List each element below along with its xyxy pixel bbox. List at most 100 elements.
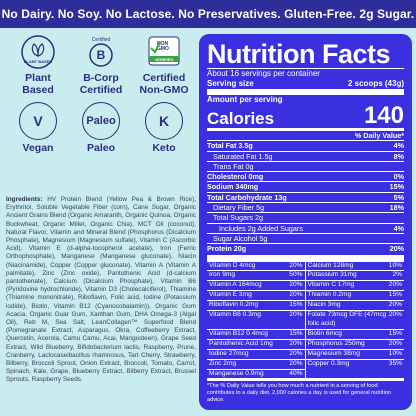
nutrient-dv: 0% xyxy=(393,172,404,182)
vitamin-dv: 20% xyxy=(388,339,402,347)
vitamin-label: Folate 73mcg DFE (47mcg folic acid) xyxy=(307,311,387,327)
vitamin-cell: Folate 73mcg DFE (47mcg folic acid) 20% xyxy=(305,310,404,329)
vitamin-cell: Vitamin E 3mg 20% xyxy=(207,290,306,301)
nutrient-label: Total Carbohydrate 13g xyxy=(207,192,287,202)
vitamin-cell: Copper 0.3mg 35% xyxy=(305,358,404,369)
badge-label: Paleo xyxy=(86,142,115,154)
vitamin-dv: 20% xyxy=(388,311,402,319)
vitamin-cell: Iodine 27mcg 20% xyxy=(207,348,306,359)
nutrient-dv: 4% xyxy=(393,223,404,233)
nutrient-rows: Total Fat 3.5g 4% Saturated Fat 1.5g 8% Tran… xyxy=(207,140,404,253)
plant-based-badge: PLANT BASED Plant Based xyxy=(8,34,68,96)
vitamin-label: Potassium 31mg xyxy=(307,271,357,279)
vitamin-dv: 35% xyxy=(388,359,402,367)
ingredients-text: Ingredients: HV Protein Blend (Yellow Pe… xyxy=(6,196,196,385)
nutrient-label: Cholesterol 0mg xyxy=(207,172,264,182)
vitamin-cell: Vitamin B6 0.3mg 20% xyxy=(207,310,306,329)
vitamin-cell: Thiamin 0.2mg 15% xyxy=(305,290,404,300)
vitamin-dv: 20% xyxy=(289,281,303,289)
ingredients-list: HV Protein Blend (Yellow Pea & Brown Ric… xyxy=(6,196,197,384)
svg-text:PLANT BASED: PLANT BASED xyxy=(24,59,53,64)
vitamin-dv: 20% xyxy=(289,311,303,319)
vitamin-label: Vitamin B6 0.3mg xyxy=(209,311,261,319)
calories-value: 140 xyxy=(363,102,404,129)
nutrient-row: Cholesterol 0mg 0% xyxy=(207,171,404,181)
vitamin-dv: 15% xyxy=(289,329,303,337)
nutrient-label: Includes 2g Added Sugars xyxy=(219,223,303,233)
ingredients-heading: Ingredients: xyxy=(6,196,43,203)
vegan-badge: V Vegan xyxy=(8,102,68,154)
vitamin-cell: Magnesium 38mg 10% xyxy=(305,348,404,359)
vitamin-label: Riboflavin 0.2mg xyxy=(209,301,259,309)
vitamin-dv: 20% xyxy=(388,301,402,309)
vitamin-label: Zinc 2mg xyxy=(209,359,237,367)
nutrient-label: Saturated Fat 1.5g xyxy=(213,151,273,161)
amount-per-serving: Amount per serving xyxy=(207,94,283,104)
vitamin-label: Magnesium 38mg xyxy=(307,349,360,357)
vitamin-dv: 20% xyxy=(289,291,303,299)
vitamin-cell: Iron 9mg 50% xyxy=(207,270,306,281)
nutrient-dv: 5% xyxy=(393,192,404,202)
vitamin-cell: Riboflavin 0.2mg 15% xyxy=(207,300,306,311)
vitamin-dv: 20% xyxy=(289,349,303,357)
nutrient-row: Trans Fat 0g xyxy=(207,160,404,171)
nutrition-facts-panel: Nutrition Facts About 16 servings per co… xyxy=(199,34,412,410)
badge-row-bottom: V Vegan Paleo Paleo K Keto xyxy=(8,102,194,154)
nutrient-row: Includes 2g Added Sugars 4% xyxy=(207,222,404,233)
svg-text:Certified: Certified xyxy=(92,37,111,43)
vitamin-dv: 15% xyxy=(289,301,303,309)
nutrient-label: Dietary Fiber 5g xyxy=(213,203,265,213)
serving-size-value: 2 scoops (43g) xyxy=(347,78,404,88)
keto-icon: K xyxy=(145,102,183,140)
vitamin-label: Pantothenic Acid 1mg xyxy=(209,339,273,347)
svg-text:VERIFIED: VERIFIED xyxy=(155,57,174,62)
badge-label: Plant Based xyxy=(22,72,54,96)
vitamin-label: Vitamin B12 0.4mcg xyxy=(209,329,268,337)
vitamin-label: Phosphorus 250mg xyxy=(307,339,365,347)
nutrient-row: Dietary Fiber 5g 18% xyxy=(207,202,404,212)
nutrient-label: Sodium 340mg xyxy=(207,182,259,192)
vitamin-cell: Manganese 0.9mg 40% xyxy=(207,368,306,379)
vitamin-dv: 15% xyxy=(388,329,402,337)
paleo-badge: Paleo Paleo xyxy=(71,102,131,154)
vitamin-label: Vitamin E 3mg xyxy=(209,291,252,299)
badge-label: Vegan xyxy=(22,142,54,154)
vitamin-label: Iodine 27mcg xyxy=(209,349,249,357)
serving-size-row: Serving size 2 scoops (43g) xyxy=(207,79,404,89)
nutrient-row: Saturated Fat 1.5g 8% xyxy=(207,150,404,161)
nutrient-dv: 8% xyxy=(393,151,404,161)
nongmo-icon: NON GMO VERIFIED xyxy=(146,34,182,70)
nutrient-label: Total Fat 3.5g xyxy=(207,141,253,151)
vitamin-cell: Biotin 6mcg 15% xyxy=(305,328,404,339)
svg-text:B: B xyxy=(97,48,106,62)
nutrient-row: Protein 20g 20% xyxy=(207,243,404,253)
claims-banner: No Dairy. No Soy. No Lactose. No Preserv… xyxy=(0,0,416,28)
vitamin-dv: 40% xyxy=(289,369,303,377)
badge-label: Keto xyxy=(152,142,176,154)
vitamin-dv: 20% xyxy=(388,281,402,289)
vitamin-label: Biotin 6mcg xyxy=(307,329,342,337)
nutrient-dv: 18% xyxy=(389,203,404,213)
vitamin-dv: 20% xyxy=(289,339,303,347)
vitamin-dv: 2% xyxy=(392,271,402,279)
vitamin-cell: Vitamin A 164mcg 20% xyxy=(207,280,306,291)
nutrient-label: Trans Fat 0g xyxy=(213,161,254,171)
daily-value-header: % Daily Value* xyxy=(354,131,404,140)
nutrient-label: Sugar Alcohol 5g xyxy=(213,233,268,243)
vitamin-cell: Niacin 3mg 20% xyxy=(305,300,404,310)
certification-badges: PLANT BASED Plant Based Certified B B-Co… xyxy=(8,34,194,160)
nutrient-row: Sodium 340mg 15% xyxy=(207,181,404,191)
servings-per-container: About 16 servings per container xyxy=(207,69,320,78)
vitamin-cell: Vitamin D 4mcg 20% xyxy=(207,260,306,271)
keto-badge: K Keto xyxy=(134,102,194,154)
vitamin-label: Vitamin D 4mcg xyxy=(209,261,256,269)
svg-text:GMO: GMO xyxy=(157,46,169,52)
nutrient-row: Total Fat 3.5g 4% xyxy=(207,140,404,150)
nutrient-row: Total Sugars 2g xyxy=(207,212,404,222)
badge-label: Certified Non-GMO xyxy=(139,72,189,96)
vitamin-label: Manganese 0.9mg xyxy=(209,369,264,377)
vitamin-label: Thiamin 0.2mg xyxy=(307,291,352,299)
serving-size-label: Serving size xyxy=(207,78,254,88)
vitamin-dv: 50% xyxy=(289,271,303,279)
vitamin-dv: 10% xyxy=(388,349,402,357)
